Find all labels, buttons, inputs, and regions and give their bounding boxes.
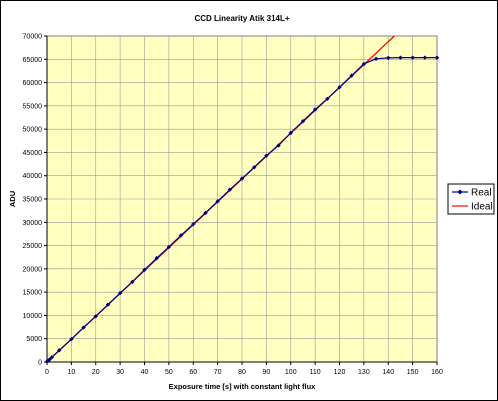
x-tick-label: 60 (189, 369, 197, 376)
x-tick-label: 160 (431, 369, 443, 376)
real-data-point (49, 355, 55, 360)
y-tick-label: 35000 (23, 197, 43, 204)
real-data-point (288, 130, 293, 136)
legend-real-marker (457, 189, 463, 195)
data-series (44, 36, 440, 364)
y-tick-label: 30000 (23, 220, 43, 227)
y-tick-label: 25000 (23, 243, 43, 250)
real-data-point (117, 290, 123, 296)
x-axis-title: Exposure time [s] with constant light fl… (169, 382, 317, 391)
real-data-point (93, 314, 98, 319)
x-tick-label: 80 (238, 369, 246, 376)
real-data-point (191, 221, 196, 227)
legend: Real Ideal (447, 183, 495, 215)
legend-ideal-label: Ideal (471, 202, 493, 213)
y-tick-label: 10000 (23, 313, 43, 320)
x-tick-label: 30 (116, 369, 124, 376)
real-data-point (410, 55, 415, 60)
real-data-point (264, 153, 269, 158)
real-data-point (361, 61, 367, 67)
real-data-point (47, 357, 52, 362)
real-data-point (81, 325, 86, 330)
y-tick-label: 55000 (23, 103, 43, 110)
real-data-point (398, 55, 403, 60)
real-data-point (422, 55, 428, 60)
y-tick-label: 40000 (23, 173, 43, 180)
x-tick-label: 150 (407, 369, 419, 376)
real-data-point (215, 199, 220, 204)
y-tick-label: 15000 (23, 290, 43, 297)
real-data-point (203, 210, 208, 216)
grid-lines (47, 36, 437, 362)
x-tick-label: 140 (382, 369, 394, 376)
y-tick-labels: 0 5000 10000 15000 20000 25000 30000 35000 40000… (23, 34, 43, 367)
real-data-point (142, 267, 147, 272)
real-data-point (276, 143, 281, 148)
real-data-point (227, 187, 233, 192)
y-tick-label: 5000 (26, 336, 42, 343)
x-tick-label: 10 (67, 369, 75, 376)
real-data-point (130, 279, 135, 285)
x-tick-label: 20 (92, 369, 100, 376)
real-data-point (56, 348, 62, 353)
y-tick-label: 70000 (23, 34, 43, 41)
legend-real-label: Real (471, 188, 492, 199)
real-data-point (69, 336, 74, 342)
real-data-point (373, 56, 379, 62)
real-data-point (239, 176, 245, 181)
x-tick-labels: 0 10 20 30 40 50 60 70 80 90 100 110 120 130 140 150 160 (45, 369, 443, 376)
y-tick-label: 20000 (23, 266, 43, 273)
x-tick-label: 120 (334, 369, 346, 376)
real-data-point (178, 233, 184, 238)
x-tick-label: 50 (165, 369, 173, 376)
x-tick-label: 130 (358, 369, 370, 376)
real-data-point (105, 302, 111, 307)
x-tick-label: 90 (262, 369, 270, 376)
real-data-point (166, 244, 172, 250)
x-tick-label: 70 (214, 369, 222, 376)
y-tick-label: 0 (38, 360, 42, 367)
real-data-point (325, 96, 330, 102)
x-tick-label: 0 (45, 369, 49, 376)
real-data-point (386, 55, 391, 61)
axes (44, 35, 438, 365)
x-tick-label: 100 (285, 369, 297, 376)
real-data-point (337, 85, 342, 90)
real-data-point (154, 255, 159, 261)
real-data-point (300, 119, 306, 124)
y-axis-title: ADU (8, 191, 17, 207)
y-tick-label: 60000 (23, 80, 43, 87)
chart-title: CCD Linearity Atik 314L+ (194, 14, 289, 23)
real-data-point (251, 165, 257, 170)
y-tick-label: 50000 (23, 127, 43, 134)
real-data-point (434, 55, 440, 60)
legend-box (447, 183, 495, 215)
series-real-line (47, 57, 437, 362)
y-tick-label: 45000 (23, 150, 43, 157)
x-tick-label: 40 (141, 369, 149, 376)
x-tick-label: 110 (310, 369, 321, 376)
real-data-point (312, 107, 318, 112)
y-tick-label: 65000 (23, 57, 43, 64)
real-data-point (349, 73, 354, 78)
